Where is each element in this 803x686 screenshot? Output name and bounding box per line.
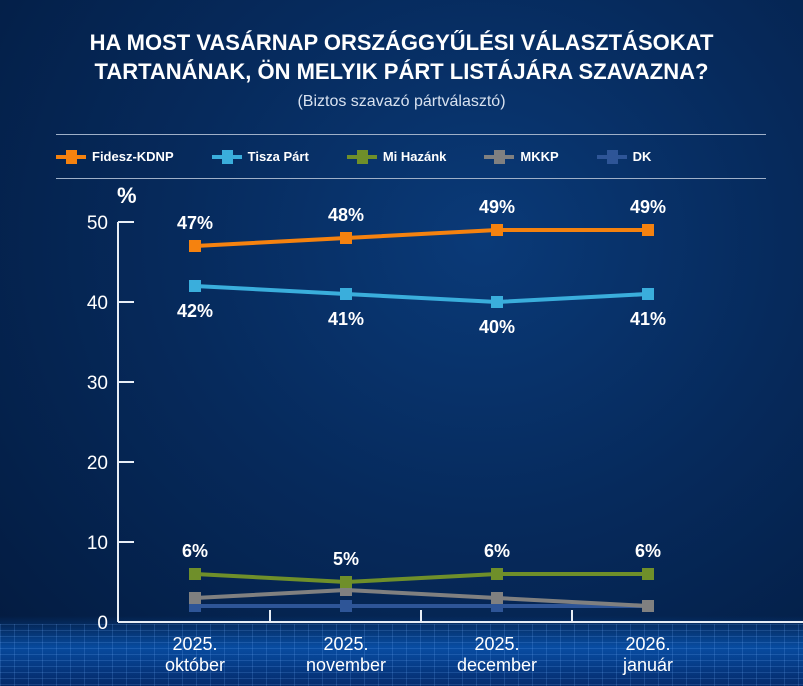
y-tick-label: 30 bbox=[87, 373, 108, 394]
legend-label: Tisza Párt bbox=[247, 149, 309, 164]
chart-subtitle: (Biztos szavazó pártválasztó) bbox=[297, 93, 506, 110]
x-tick-label: 2025. bbox=[323, 634, 368, 654]
data-point-marker bbox=[642, 600, 654, 612]
data-point-marker bbox=[189, 240, 201, 252]
data-point-marker bbox=[642, 568, 654, 580]
data-label: 6% bbox=[182, 541, 208, 561]
legend-item: MKKP bbox=[484, 149, 559, 164]
background-glow bbox=[0, 616, 803, 686]
data-point-marker bbox=[491, 592, 503, 604]
series-line bbox=[194, 587, 649, 608]
y-axis-unit: % bbox=[117, 183, 137, 208]
legend-swatch-icon bbox=[56, 149, 86, 164]
data-point-marker bbox=[340, 232, 352, 244]
x-tick-label: december bbox=[457, 655, 537, 675]
legend: Fidesz-KDNP Tisza Párt Mi Hazánk MKKP DK bbox=[56, 134, 766, 179]
legend-swatch-icon bbox=[211, 149, 242, 164]
data-label: 49% bbox=[479, 197, 515, 217]
data-label: 6% bbox=[635, 541, 661, 561]
title-line-1: HA MOST VASÁRNAP ORSZÁGGYŰLÉSI VÁLASZTÁS… bbox=[89, 30, 714, 55]
legend-swatch-icon bbox=[484, 149, 515, 164]
x-tick-label: november bbox=[306, 655, 386, 675]
data-label: 41% bbox=[328, 309, 364, 329]
series-line bbox=[194, 284, 649, 305]
chart-title: HA MOST VASÁRNAP ORSZÁGGYŰLÉSI VÁLASZTÁS… bbox=[0, 28, 803, 86]
x-tick-label: 2026. bbox=[625, 634, 670, 654]
y-tick-label: 40 bbox=[87, 293, 108, 314]
y-tick-label: 20 bbox=[87, 453, 108, 474]
legend-swatch-icon bbox=[596, 149, 627, 164]
data-label: 47% bbox=[177, 213, 213, 233]
legend-label: Mi Hazánk bbox=[382, 149, 447, 164]
legend-item: Tisza Párt bbox=[211, 149, 309, 164]
data-point-marker bbox=[642, 288, 654, 300]
title-line-2: TARTANÁNAK, ÖN MELYIK PÁRT LISTÁJÁRA SZA… bbox=[94, 59, 709, 84]
data-point-marker bbox=[491, 568, 503, 580]
y-tick-label: 10 bbox=[87, 533, 108, 554]
data-point-marker bbox=[189, 568, 201, 580]
x-tick-label: 2025. bbox=[474, 634, 519, 654]
data-point-marker bbox=[491, 224, 503, 236]
x-tick-label: 2025. bbox=[172, 634, 217, 654]
data-label: 49% bbox=[630, 197, 666, 217]
background-grid bbox=[0, 624, 803, 686]
data-point-marker bbox=[340, 576, 352, 588]
series-line bbox=[194, 228, 648, 248]
data-label: 41% bbox=[630, 309, 666, 329]
legend-item: Mi Hazánk bbox=[346, 149, 447, 164]
legend-label: Fidesz-KDNP bbox=[92, 149, 174, 164]
legend-label: DK bbox=[632, 149, 652, 164]
data-label: 5% bbox=[333, 549, 359, 569]
data-point-marker bbox=[189, 592, 201, 604]
legend-swatch-icon bbox=[346, 149, 377, 164]
data-point-marker bbox=[340, 600, 352, 612]
x-tick-label: október bbox=[165, 655, 225, 675]
legend-item: DK bbox=[596, 149, 652, 164]
legend-label: MKKP bbox=[520, 149, 559, 164]
data-point-marker bbox=[340, 288, 352, 300]
data-label: 48% bbox=[328, 205, 364, 225]
legend-item: Fidesz-KDNP bbox=[56, 149, 174, 164]
data-label: 6% bbox=[484, 541, 510, 561]
series-line bbox=[194, 572, 648, 585]
x-tick-label: január bbox=[622, 655, 673, 675]
data-point-marker bbox=[189, 280, 201, 292]
y-tick-label: 50 bbox=[87, 213, 108, 234]
data-point-marker bbox=[642, 224, 654, 236]
y-tick-label: 0 bbox=[97, 613, 108, 634]
data-label: 40% bbox=[479, 317, 515, 337]
data-point-marker bbox=[491, 296, 503, 308]
data-label: 42% bbox=[177, 301, 213, 321]
